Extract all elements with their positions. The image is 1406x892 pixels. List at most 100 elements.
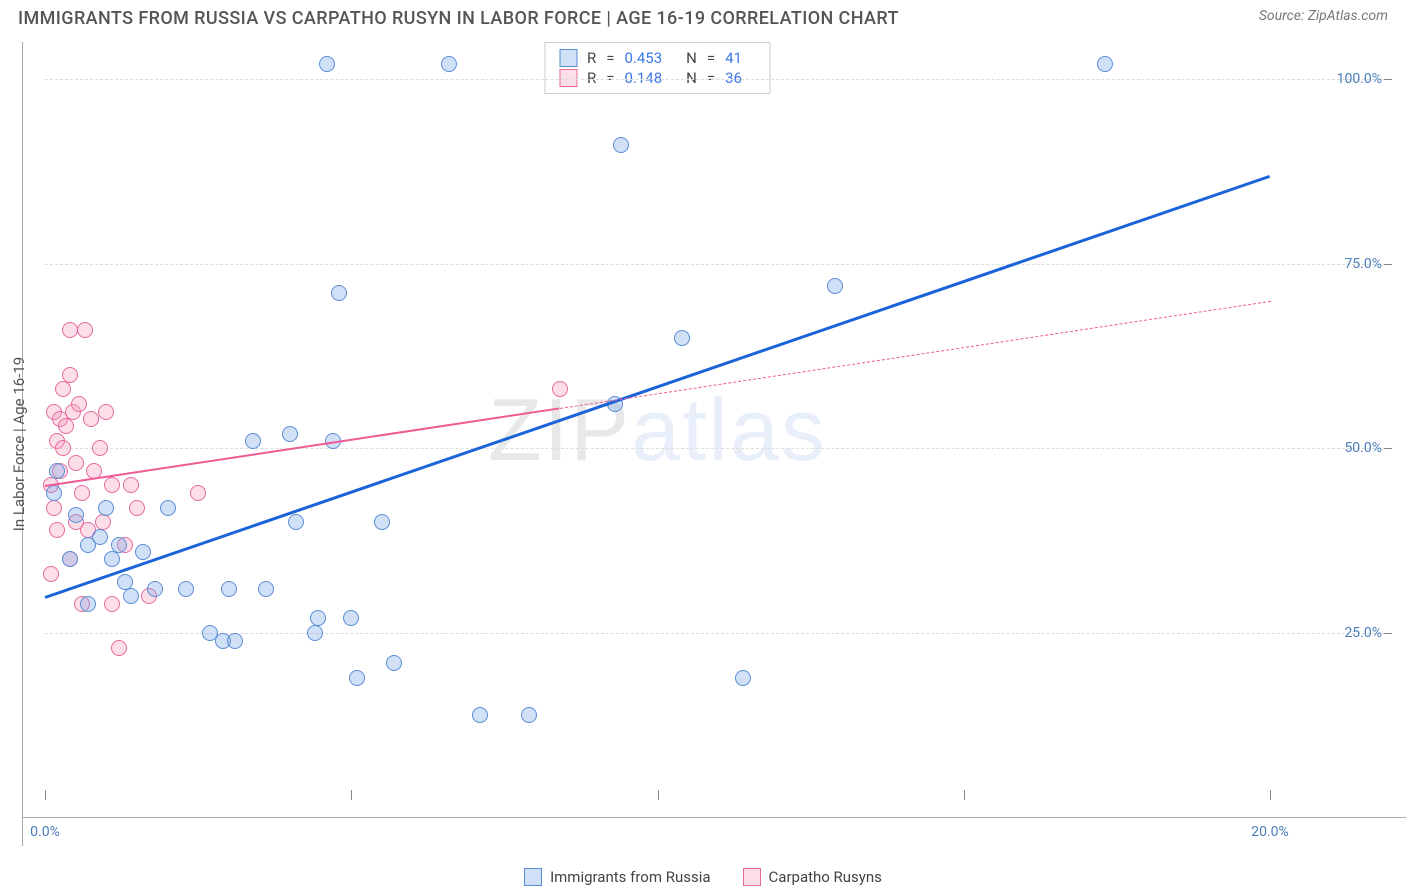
y-tick-label: 75.0% (1282, 256, 1382, 272)
scatter-point (221, 581, 237, 597)
y-axis-title: In Labor Force | Age 16-19 (10, 357, 28, 531)
y-tick-label: 100.0% (1282, 71, 1382, 87)
r-value-1: 0.453 (624, 49, 662, 67)
scatter-point (77, 322, 93, 338)
scatter-point (190, 485, 206, 501)
chart-title: IMMIGRANTS FROM RUSSIA VS CARPATHO RUSYN… (18, 8, 899, 29)
scatter-point (80, 596, 96, 612)
x-tick-mark (658, 790, 659, 800)
grid-line (45, 264, 1390, 265)
y-tick-mark (1384, 633, 1392, 634)
scatter-point (245, 433, 261, 449)
scatter-point (227, 633, 243, 649)
scatter-point (58, 418, 74, 434)
scatter-point (71, 396, 87, 412)
r-label: R (587, 49, 596, 67)
scatter-point (117, 574, 133, 590)
scatter-point (472, 707, 488, 723)
y-tick-mark (1384, 79, 1392, 80)
scatter-point (613, 137, 629, 153)
scatter-point (160, 500, 176, 516)
scatter-point (55, 381, 71, 397)
scatter-point (55, 440, 71, 456)
legend-item-carpatho: Carpatho Rusyns (743, 868, 882, 886)
eq-sign: = (606, 49, 614, 67)
legend-item-russia: Immigrants from Russia (524, 868, 710, 886)
legend-label-1: Immigrants from Russia (550, 868, 710, 886)
plot-area: ZIPatlas R = 0.453 N = 41 R = 0.148 N = … (45, 42, 1270, 818)
y-tick-label: 50.0% (1282, 440, 1382, 456)
grid-line (45, 79, 1390, 80)
scatter-point (386, 655, 402, 671)
x-tick-mark (964, 790, 965, 800)
scatter-point (98, 404, 114, 420)
scatter-point (92, 440, 108, 456)
scatter-point (319, 56, 335, 72)
scatter-point (343, 610, 359, 626)
scatter-point (111, 640, 127, 656)
scatter-point (98, 500, 114, 516)
scatter-point (288, 514, 304, 530)
grid-line (45, 448, 1390, 449)
x-tick-mark (1270, 790, 1271, 800)
stats-row-1: R = 0.453 N = 41 (559, 48, 756, 68)
legend-swatch-icon (524, 868, 542, 886)
scatter-point (62, 551, 78, 567)
scatter-point (827, 278, 843, 294)
scatter-point (111, 537, 127, 553)
scatter-point (258, 581, 274, 597)
y-tick-mark (1384, 448, 1392, 449)
scatter-point (147, 581, 163, 597)
bottom-legend: Immigrants from Russia Carpatho Rusyns (0, 868, 1406, 886)
trend-line (559, 301, 1270, 409)
scatter-point (104, 477, 120, 493)
scatter-point (1097, 56, 1113, 72)
scatter-point (104, 551, 120, 567)
scatter-point (43, 566, 59, 582)
trend-line (45, 175, 1271, 599)
scatter-point (46, 500, 62, 516)
stats-legend: R = 0.453 N = 41 R = 0.148 N = 36 (544, 42, 771, 94)
scatter-point (83, 411, 99, 427)
scatter-point (49, 522, 65, 538)
chart-container: In Labor Force | Age 16-19 ZIPatlas R = … (22, 42, 1390, 846)
scatter-point (374, 514, 390, 530)
scatter-point (62, 367, 78, 383)
scatter-point (552, 381, 568, 397)
scatter-point (310, 610, 326, 626)
scatter-point (735, 670, 751, 686)
y-tick-mark (1384, 264, 1392, 265)
x-axis (23, 817, 1406, 818)
scatter-point (178, 581, 194, 597)
n-label: N (686, 49, 697, 67)
scatter-point (123, 477, 139, 493)
scatter-point (49, 463, 65, 479)
scatter-point (349, 670, 365, 686)
scatter-point (674, 330, 690, 346)
scatter-point (74, 485, 90, 501)
y-tick-label: 25.0% (1282, 625, 1382, 641)
scatter-point (46, 485, 62, 501)
scatter-point (441, 56, 457, 72)
scatter-point (129, 500, 145, 516)
x-tick-label: 20.0% (1251, 824, 1289, 840)
watermark-part-light: atlas (631, 380, 827, 479)
legend-swatch-icon (743, 868, 761, 886)
source-credit: Source: ZipAtlas.com (1259, 8, 1388, 24)
scatter-point (307, 625, 323, 641)
scatter-point (331, 285, 347, 301)
scatter-point (104, 596, 120, 612)
x-tick-mark (351, 790, 352, 800)
scatter-point (123, 588, 139, 604)
n-value-1: 41 (725, 49, 742, 67)
scatter-point (135, 544, 151, 560)
x-tick-label: 0.0% (30, 824, 60, 840)
scatter-point (521, 707, 537, 723)
x-tick-mark (45, 790, 46, 800)
legend-label-2: Carpatho Rusyns (769, 868, 882, 886)
scatter-point (62, 322, 78, 338)
grid-line (45, 633, 1390, 634)
eq-sign-2: = (707, 49, 715, 67)
scatter-point (92, 529, 108, 545)
scatter-point (95, 514, 111, 530)
